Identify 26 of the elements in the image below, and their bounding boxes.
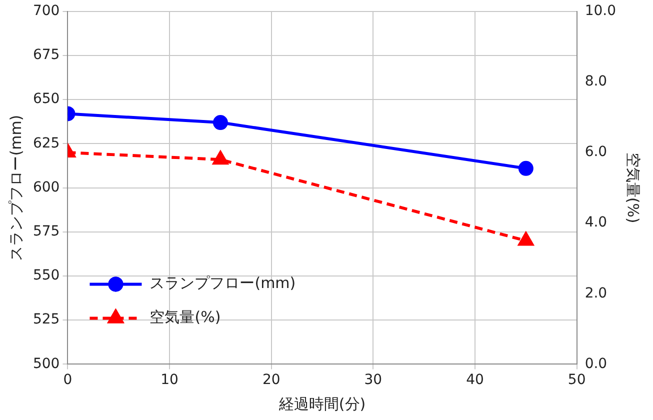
- y2-tick-label: 2.0: [584, 285, 608, 302]
- y2-tick-label: 0.0: [584, 356, 608, 372]
- y-tick-label: 550: [32, 268, 60, 284]
- y-tick-label: 500: [32, 356, 60, 372]
- x-tick-label: 10: [160, 372, 178, 388]
- y-tick-label: 675: [32, 47, 60, 64]
- y-tick-label: 650: [32, 91, 60, 108]
- y2-axis-title: 空気量(%): [624, 152, 642, 224]
- y2-tick-label: 8.0: [584, 74, 608, 90]
- y-tick-label: 525: [32, 312, 60, 328]
- y2-tick-label: 10.0: [584, 3, 616, 20]
- legend-label: 空気量(%): [150, 308, 221, 326]
- x-tick-label: 20: [262, 372, 280, 388]
- y-tick-label: 600: [32, 179, 60, 196]
- y-axis-title: スランプフロー(mm): [6, 114, 25, 261]
- legend-label: スランプフロー(mm): [150, 274, 296, 292]
- y2-tick-label: 6.0: [584, 144, 608, 160]
- x-tick-label: 0: [63, 372, 72, 388]
- x-tick-label: 40: [466, 372, 484, 388]
- y-tick-label: 625: [32, 135, 60, 152]
- x-axis-title: 経過時間(分): [278, 394, 366, 413]
- y-tick-label: 700: [32, 3, 60, 20]
- y2-tick-label: 4.0: [584, 214, 608, 231]
- x-tick-label: 30: [364, 372, 382, 388]
- y-tick-label: 575: [32, 224, 60, 240]
- x-tick-label: 50: [568, 372, 586, 388]
